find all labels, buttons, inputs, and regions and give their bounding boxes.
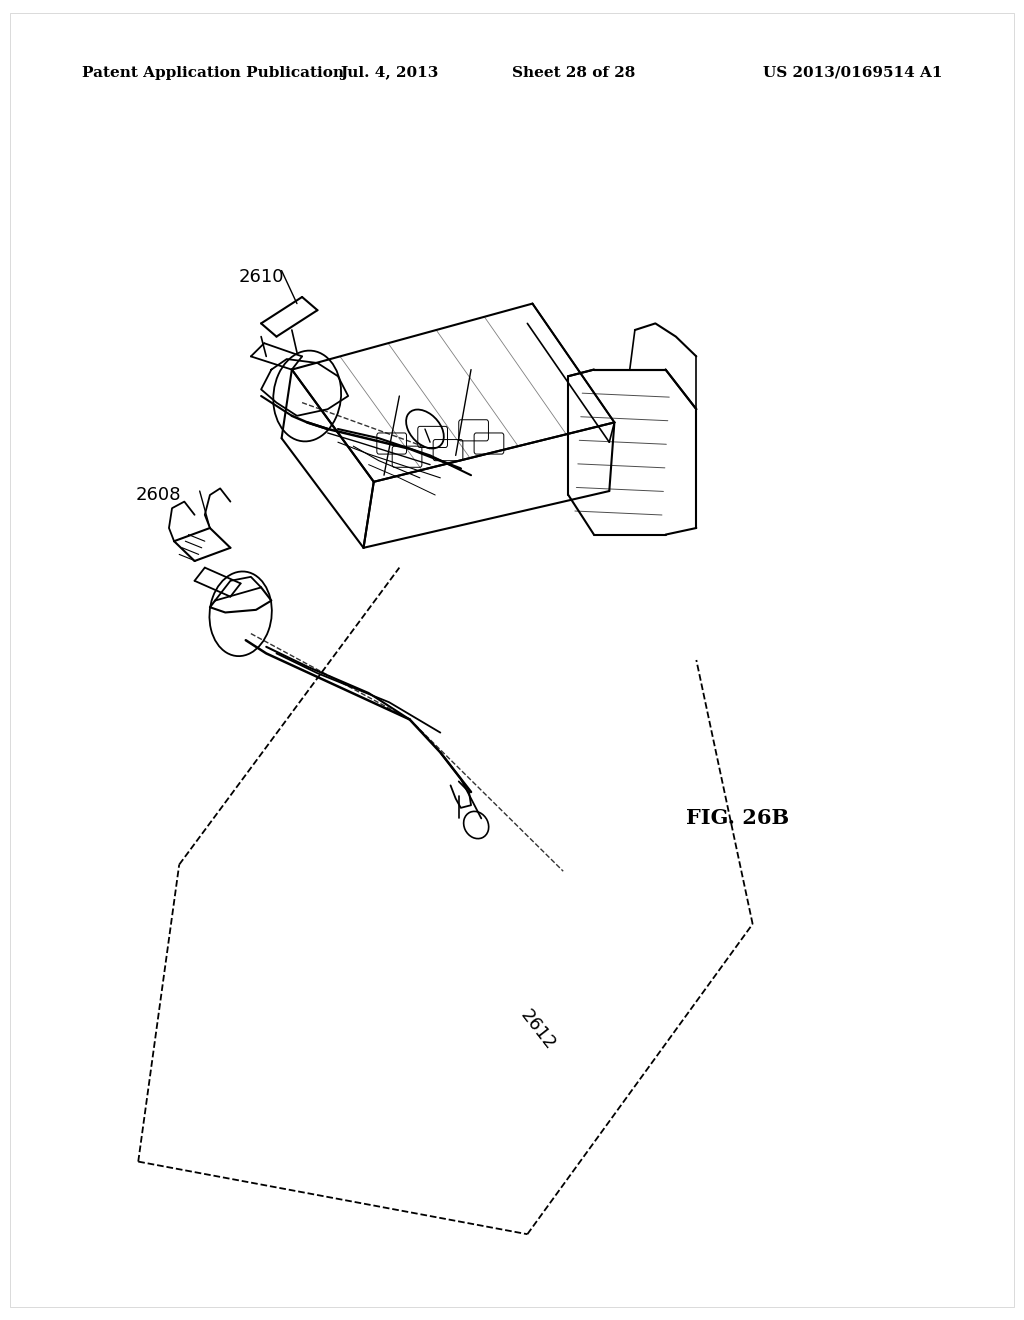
Text: US 2013/0169514 A1: US 2013/0169514 A1 (763, 66, 942, 79)
Text: 2612: 2612 (516, 1006, 559, 1053)
Text: 2610: 2610 (239, 268, 284, 286)
Text: 2608: 2608 (136, 486, 181, 504)
Text: Sheet 28 of 28: Sheet 28 of 28 (512, 66, 635, 79)
Text: Patent Application Publication: Patent Application Publication (82, 66, 344, 79)
Text: Jul. 4, 2013: Jul. 4, 2013 (340, 66, 438, 79)
Text: FIG. 26B: FIG. 26B (686, 808, 788, 829)
